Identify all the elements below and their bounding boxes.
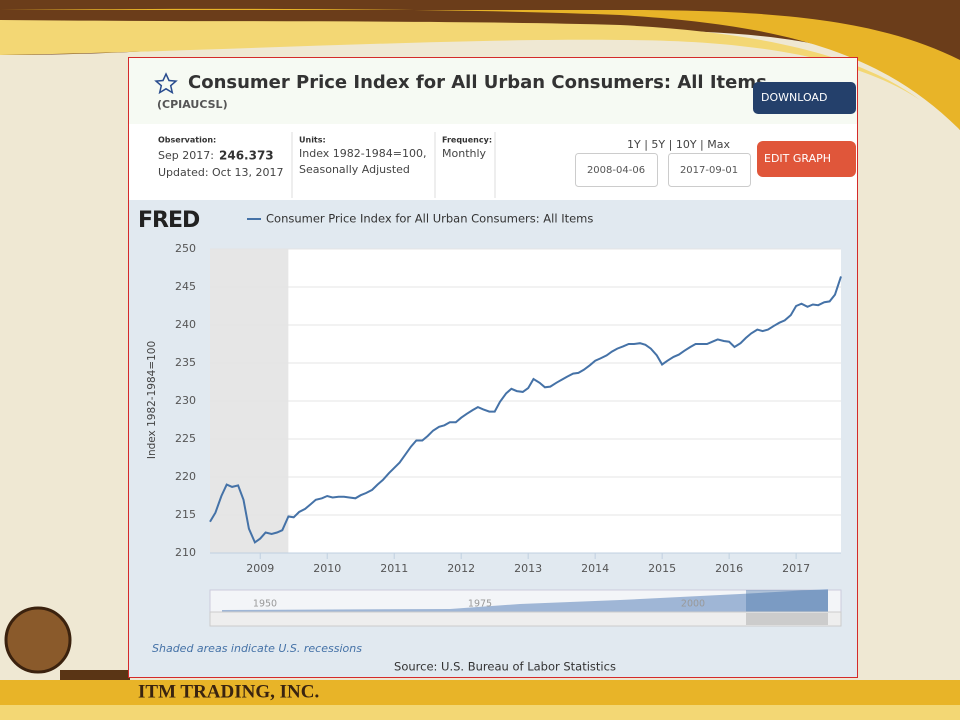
source: Source: U.S. Bureau of Labor Statistics [394,660,616,674]
observation-date: Sep 2017: [158,149,214,162]
books-icon [60,670,130,680]
frequency-label: Frequency: [442,136,492,145]
fred-logo: FRED [138,208,200,233]
x-tick-label: 2011 [380,562,408,575]
globe-icon [4,606,72,674]
frequency: Monthly [442,147,487,160]
x-tick-label: 2017 [782,562,810,575]
line [209,276,842,544]
units-line-1: Index 1982-1984=100, [299,147,426,160]
y-tick-label: 245 [175,280,196,293]
x-tick-label: 2015 [648,562,676,575]
y-tick-label: 225 [175,432,196,445]
recession-note: Shaded areas indicate U.S. recessions [152,642,362,655]
y-tick-label: 250 [175,242,196,255]
header [129,58,857,124]
company-name: ITM TRADING, INC. [138,681,319,702]
download-label: DOWNLOAD [761,91,827,104]
y-tick-label: 235 [175,356,196,369]
range-links[interactable]: 1Y | 5Y | 10Y | Max [627,138,730,151]
end-date: 2017-09-01 [680,165,738,176]
navigator-selection[interactable] [746,590,828,612]
start-date-input[interactable] [575,153,658,187]
start-date: 2008-04-06 [587,165,645,176]
navigator-area [222,589,828,612]
x-tick-label: 2010 [313,562,341,575]
y-tick-label: 230 [175,394,196,407]
navigator-label: 1975 [468,599,492,610]
y-tick-label: 240 [175,318,196,331]
units-label: Units: [299,136,326,145]
legend-label: Consumer Price Index for All Urban Consu… [266,212,593,226]
observation-label: Observation: [158,136,216,145]
bottom-band-light [0,705,960,720]
edit-graph-label: EDIT GRAPH [764,152,831,165]
end-date-input[interactable] [668,153,751,187]
series-id: (CPIAUCSL) [157,98,228,111]
top-gold-light [0,20,920,100]
scrollbar[interactable] [209,611,842,627]
y-tick-label: 220 [175,470,196,483]
x-tick-label: 2014 [581,562,609,575]
navigator-label: 2000 [681,599,705,610]
y-axis-label: Index 1982-1984=100 [146,341,158,459]
units-line-2: Seasonally Adjusted [299,163,410,176]
updated: Updated: Oct 13, 2017 [158,166,284,179]
edit-graph-button[interactable] [757,141,856,177]
scrollbar-thumb[interactable] [746,613,828,625]
x-tick-label: 2013 [514,562,542,575]
y-tick-label: 215 [175,508,196,521]
y-tick-label: 210 [175,546,196,559]
x-tick-label: 2016 [715,562,743,575]
x-tick-label: 2009 [246,562,274,575]
series-title: Consumer Price Index for All Urban Consu… [188,72,767,93]
navigator-label: 1950 [253,599,277,610]
observation-value: 246.373 [219,149,274,163]
x-tick-label: 2012 [447,562,475,575]
favorite-star[interactable] [154,72,178,95]
download-button[interactable] [753,82,856,114]
